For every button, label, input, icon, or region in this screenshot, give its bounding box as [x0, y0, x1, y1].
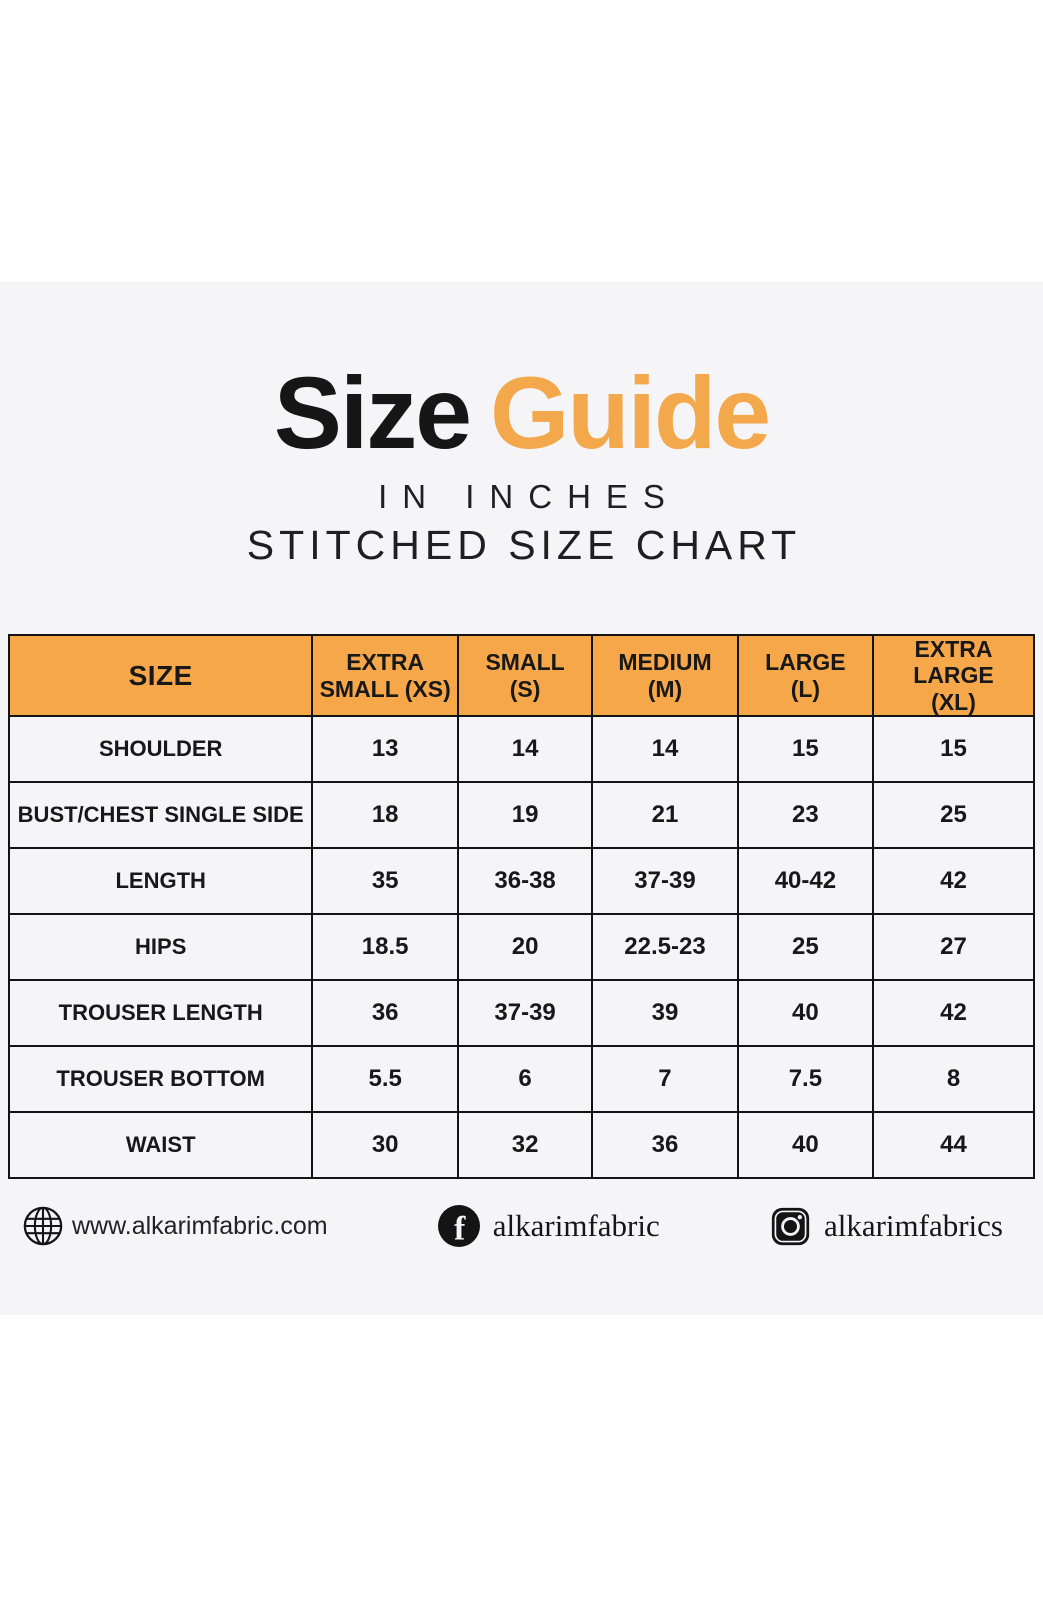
row-label: TROUSER LENGTH [7, 979, 314, 1048]
instagram-link[interactable]: alkarimfabrics [770, 1206, 1003, 1247]
instagram-handle: alkarimfabrics [823, 1208, 1003, 1244]
bottom-margin-band [0, 1315, 1043, 1600]
cell-value: 15 [872, 715, 1035, 784]
cell-value: 15 [736, 715, 875, 784]
cell-value: 25 [736, 913, 875, 982]
cell-value: 18.5 [311, 913, 459, 982]
header-cell-size: SIZE [7, 633, 314, 718]
cell-value: 18 [311, 781, 459, 850]
cell-value: 32 [456, 1111, 594, 1180]
cell-value: 14 [456, 715, 594, 784]
website-link[interactable]: www.alkarimfabric.com [22, 1205, 328, 1247]
header-cell-extra-large: EXTRA LARGE (XL) [872, 633, 1035, 718]
header-cell-large: LARGE (L) [736, 633, 875, 718]
cell-value: 23 [736, 781, 875, 850]
cell-value: 13 [311, 715, 459, 784]
facebook-handle: alkarimfabric [492, 1208, 660, 1244]
cell-value: 7.5 [736, 1045, 875, 1114]
table-row-bust-chest: BUST/CHEST SINGLE SIDE 18 19 21 23 25 [7, 781, 1035, 850]
cell-value: 39 [591, 979, 739, 1048]
subtitle-stitched-size-chart: STITCHED SIZE CHART [246, 522, 802, 568]
title-word-size: Size [273, 356, 472, 470]
cell-value: 36 [311, 979, 459, 1048]
cell-value: 44 [872, 1111, 1035, 1180]
cell-value: 42 [872, 847, 1035, 916]
globe-icon [23, 1207, 63, 1246]
cell-value: 7 [591, 1045, 739, 1114]
cell-value: 40-42 [736, 847, 875, 916]
cell-value: 22.5-23 [591, 913, 739, 982]
cell-value: 37-39 [591, 847, 739, 916]
table-header-row: SIZE EXTRA SMALL (XS) SMALL (S) MEDIUM (… [7, 633, 1035, 718]
cell-value: 35 [311, 847, 459, 916]
cell-value: 27 [872, 913, 1035, 982]
table-row-hips: HIPS 18.5 20 22.5-23 25 27 [7, 913, 1035, 982]
cell-value: 30 [311, 1111, 459, 1180]
table-row-trouser-bottom: TROUSER BOTTOM 5.5 6 7 7.5 8 [7, 1045, 1035, 1114]
facebook-link[interactable]: f alkarimfabric [437, 1205, 660, 1248]
row-label: BUST/CHEST SINGLE SIDE [7, 781, 314, 850]
table-row-length: LENGTH 35 36-38 37-39 40-42 42 [7, 847, 1035, 916]
cell-value: 37-39 [456, 979, 594, 1048]
header-cell-small: SMALL (S) [456, 633, 594, 718]
row-label: TROUSER BOTTOM [7, 1045, 314, 1114]
size-table: SIZE EXTRA SMALL (XS) SMALL (S) MEDIUM (… [7, 633, 1035, 1180]
cell-value: 5.5 [311, 1045, 459, 1114]
header-cell-extra-small: EXTRA SMALL (XS) [311, 633, 459, 718]
website-text: www.alkarimfabric.com [72, 1211, 328, 1240]
top-margin-band [0, 0, 1043, 282]
cell-value: 19 [456, 781, 594, 850]
cell-value: 20 [456, 913, 594, 982]
cell-value: 42 [872, 979, 1035, 1048]
cell-value: 14 [591, 715, 739, 784]
footer: www.alkarimfabric.com f alkarimfabric al… [22, 1205, 1003, 1248]
cell-value: 8 [872, 1045, 1035, 1114]
cell-value: 25 [872, 781, 1035, 850]
instagram-icon [771, 1207, 810, 1245]
row-label: LENGTH [7, 847, 314, 916]
cell-value: 21 [591, 781, 739, 850]
facebook-icon: f [437, 1205, 480, 1248]
cell-value: 36 [591, 1111, 739, 1180]
title-word-guide: Guide [490, 356, 771, 470]
row-label: SHOULDER [7, 715, 314, 784]
cell-value: 6 [456, 1045, 594, 1114]
content-card: Size Guide IN INCHES STITCHED SIZE CHART … [0, 282, 1043, 1315]
cell-value: 40 [736, 979, 875, 1048]
subtitle-in-inches: IN INCHES [378, 478, 680, 515]
cell-value: 40 [736, 1111, 875, 1180]
header-cell-medium: MEDIUM (M) [591, 633, 739, 718]
cell-value: 36-38 [456, 847, 594, 916]
table-row-waist: WAIST 30 32 36 40 44 [7, 1111, 1035, 1180]
row-label: WAIST [7, 1111, 314, 1180]
table-row-trouser-length: TROUSER LENGTH 36 37-39 39 40 42 [7, 979, 1035, 1048]
page-title: Size Guide [0, 362, 1043, 464]
table-row-shoulder: SHOULDER 13 14 14 15 15 [7, 715, 1035, 784]
row-label: HIPS [7, 913, 314, 982]
